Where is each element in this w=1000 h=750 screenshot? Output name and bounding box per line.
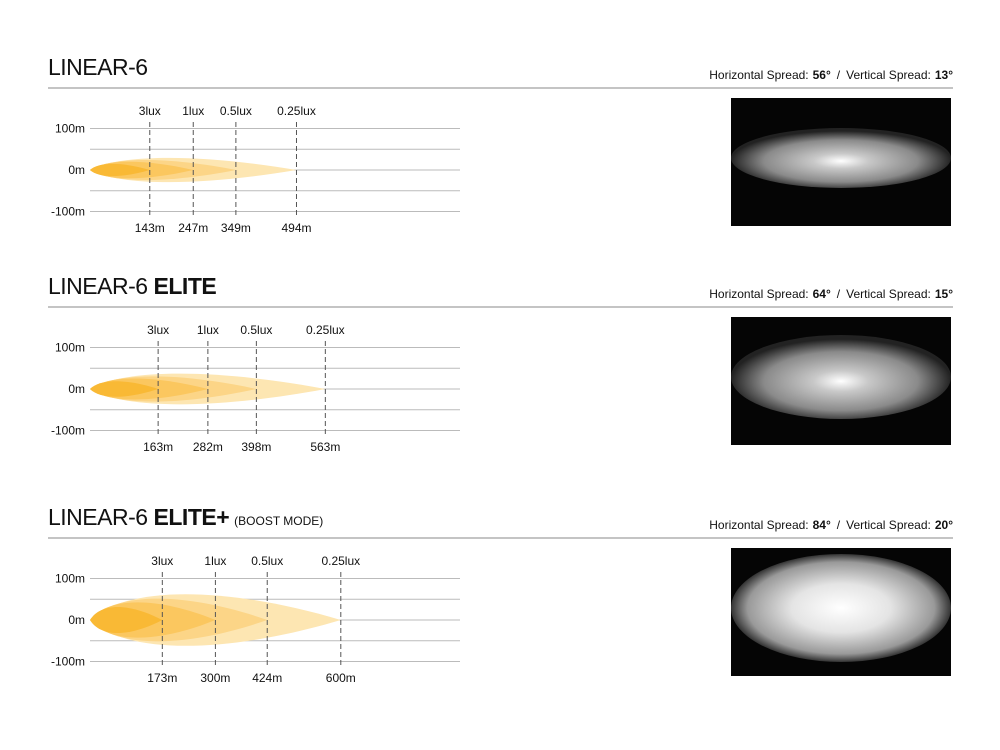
- section-title: LINEAR-6 ELITE: [48, 273, 216, 299]
- section-title: LINEAR-6 ELITE+ (BOOST MODE): [48, 504, 323, 530]
- spread-info: Horizontal Spread: 56° / Vertical Spread: 13…: [709, 68, 953, 82]
- title-note: (BOOST MODE): [234, 514, 323, 528]
- separator: /: [837, 68, 841, 82]
- distance-label: 600m: [326, 671, 356, 685]
- section: LINEAR-6 Horizontal Spread: 56° / Vertical S…: [48, 54, 953, 235]
- lux-label: 1lux: [197, 323, 219, 337]
- beam-zone: [90, 163, 150, 177]
- lux-label: 3lux: [139, 104, 161, 118]
- y-tick-label: 100m: [55, 122, 85, 136]
- spread-value: 64°: [813, 287, 831, 301]
- lux-label: 3lux: [147, 323, 169, 337]
- distance-label: 424m: [252, 671, 282, 685]
- lux-label: 0.25lux: [277, 104, 316, 118]
- beam-glow: [731, 128, 951, 188]
- title-variant: ELITE: [154, 273, 217, 299]
- title-variant: ELITE+: [154, 504, 230, 530]
- spread-value: 13°: [935, 68, 953, 82]
- separator: /: [837, 518, 841, 532]
- spread-value: 15°: [935, 287, 953, 301]
- lux-label: 3lux: [151, 554, 173, 568]
- y-tick-label: 0m: [68, 163, 85, 177]
- lux-label: 0.25lux: [321, 554, 360, 568]
- y-tick-label: 100m: [55, 341, 85, 355]
- distance-label: 282m: [193, 440, 223, 454]
- lux-label: 0.5lux: [251, 554, 283, 568]
- lux-label: 1lux: [182, 104, 204, 118]
- distance-label: 247m: [178, 221, 208, 235]
- y-tick-label: 0m: [68, 613, 85, 627]
- spread-value: 56°: [813, 68, 831, 82]
- y-tick-label: 100m: [55, 572, 85, 586]
- lux-label: 1lux: [204, 554, 226, 568]
- beam-zone: [90, 381, 159, 397]
- distance-label: 349m: [221, 221, 251, 235]
- beam-glow: [731, 554, 951, 662]
- lux-label: 0.5lux: [220, 104, 252, 118]
- distance-label: 163m: [143, 440, 173, 454]
- y-tick-label: 0m: [68, 382, 85, 396]
- spread-value: 20°: [935, 518, 953, 532]
- beam-zone: [90, 606, 163, 634]
- title-name: LINEAR-6: [48, 504, 148, 530]
- lux-label: 0.5lux: [240, 323, 272, 337]
- spread-label: Horizontal Spread:: [709, 68, 808, 82]
- y-tick-label: -100m: [51, 424, 85, 438]
- section: LINEAR-6 ELITE+ (BOOST MODE) Horizontal Spr…: [48, 504, 953, 685]
- spread-label: Vertical Spread:: [846, 518, 931, 532]
- distance-label: 563m: [310, 440, 340, 454]
- distance-label: 173m: [147, 671, 177, 685]
- distance-label: 398m: [241, 440, 271, 454]
- y-tick-label: -100m: [51, 205, 85, 219]
- spread-info: Horizontal Spread: 84° / Vertical Spread: 20…: [709, 518, 953, 532]
- y-tick-label: -100m: [51, 655, 85, 669]
- lux-label: 0.25lux: [306, 323, 345, 337]
- title-name: LINEAR-6: [48, 54, 148, 80]
- distance-label: 143m: [135, 221, 165, 235]
- beam-glow: [731, 335, 951, 419]
- spread-label: Vertical Spread:: [846, 287, 931, 301]
- section: LINEAR-6 ELITE Horizontal Spread: 64° / Verti…: [48, 273, 953, 454]
- title-name: LINEAR-6: [48, 273, 148, 299]
- distance-label: 300m: [200, 671, 230, 685]
- spread-label: Horizontal Spread:: [709, 287, 808, 301]
- section-title: LINEAR-6: [48, 54, 148, 80]
- spread-info: Horizontal Spread: 64° / Vertical Spread: 15…: [709, 287, 953, 301]
- spread-label: Horizontal Spread:: [709, 518, 808, 532]
- distance-label: 494m: [281, 221, 311, 235]
- separator: /: [837, 287, 841, 301]
- spread-label: Vertical Spread:: [846, 68, 931, 82]
- spread-value: 84°: [813, 518, 831, 532]
